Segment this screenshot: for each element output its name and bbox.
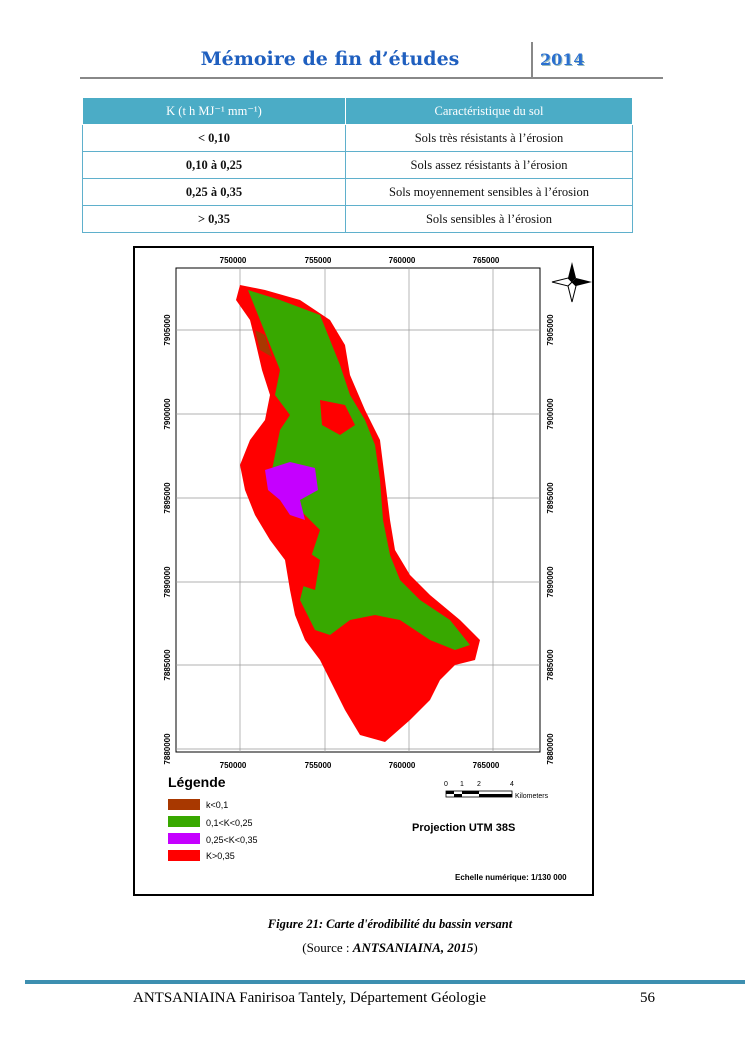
table-cell: > 0,35 — [82, 205, 346, 233]
scale-label: 2 — [477, 781, 481, 788]
header-rule — [80, 77, 663, 79]
legend-label: k<0,1 — [206, 800, 228, 810]
y-label: 7900000 — [163, 398, 172, 430]
figure-source: (Source : ANTSANIAINA, 2015) — [0, 940, 745, 956]
legend-swatch — [168, 799, 200, 810]
footer-page: 56 — [640, 990, 655, 1006]
legend-swatch — [168, 833, 200, 844]
zone-low — [255, 330, 272, 357]
x-label: 750000 — [220, 256, 247, 265]
figure-caption: Figure 21: Carte d'érodibilité du bassin… — [267, 917, 513, 931]
y-label: 7895000 — [163, 482, 172, 514]
y-label: 7905000 — [546, 314, 555, 346]
scale-unit: Kilometers — [515, 793, 549, 800]
zone-high-patch — [300, 400, 355, 590]
x-label: 760000 — [389, 761, 416, 770]
y-label: 7905000 — [163, 314, 172, 346]
source-prefix: (Source : — [302, 940, 353, 955]
legend-title: Légende — [168, 774, 226, 790]
legend-label: K>0,35 — [206, 851, 235, 861]
legend-swatch — [168, 816, 200, 827]
y-label: 7885000 — [163, 649, 172, 681]
x-label: 755000 — [305, 761, 332, 770]
projection: Projection UTM 38S — [412, 822, 515, 834]
x-label: 760000 — [389, 256, 416, 265]
y-label: 7890000 — [163, 566, 172, 598]
source-ref: ANTSANIAINA, 2015 — [352, 940, 474, 955]
table-header-cell: Caractéristique du sol — [345, 97, 633, 125]
map-neatline — [175, 267, 541, 753]
scale-label: 4 — [510, 781, 514, 788]
erodibility-table: K (t h MJ⁻¹ mm⁻¹) Caractéristique du sol … — [82, 97, 633, 233]
header-year: 2014 — [540, 50, 585, 69]
x-label: 750000 — [220, 761, 247, 770]
source-suffix: ) — [473, 940, 478, 955]
y-label: 7885000 — [546, 649, 555, 681]
table-cell: Sols moyennement sensibles à l’érosion — [345, 178, 633, 206]
scale-text: Echelle numérique: 1/130 000 — [455, 873, 567, 882]
header-divider — [531, 42, 533, 78]
scale-label: 0 — [444, 781, 448, 788]
y-label: 7880000 — [163, 733, 172, 765]
footer-author: ANTSANIAINA Fanirisoa Tantely, Départeme… — [133, 990, 487, 1006]
y-label: 7880000 — [546, 733, 555, 765]
y-label: 7890000 — [546, 566, 555, 598]
north-arrow — [551, 262, 592, 303]
y-label: 7895000 — [546, 482, 555, 514]
legend-swatch — [168, 850, 200, 861]
x-label: 765000 — [473, 761, 500, 770]
x-label: 765000 — [473, 256, 500, 265]
zone-medium — [265, 462, 318, 520]
map-x-labels: 750000 755000 760000 765000 750000 75500… — [220, 256, 500, 770]
zone-medium-low — [248, 290, 470, 650]
legend-label: 0,1<K<0,25 — [206, 818, 253, 828]
map-y-labels: 7905000 7900000 7895000 7890000 7885000 … — [163, 314, 555, 765]
table-header-cell: K (t h MJ⁻¹ mm⁻¹) — [82, 97, 346, 125]
y-label: 7900000 — [546, 398, 555, 430]
header-title: Mémoire de fin d’études — [200, 48, 460, 70]
legend-label: 0,25<K<0,35 — [206, 835, 258, 845]
scale-bar — [445, 790, 513, 798]
x-label: 755000 — [305, 256, 332, 265]
table-cell: Sols sensibles à l’érosion — [345, 205, 633, 233]
footer-rule — [25, 980, 745, 984]
scale-label: 1 — [460, 781, 464, 788]
